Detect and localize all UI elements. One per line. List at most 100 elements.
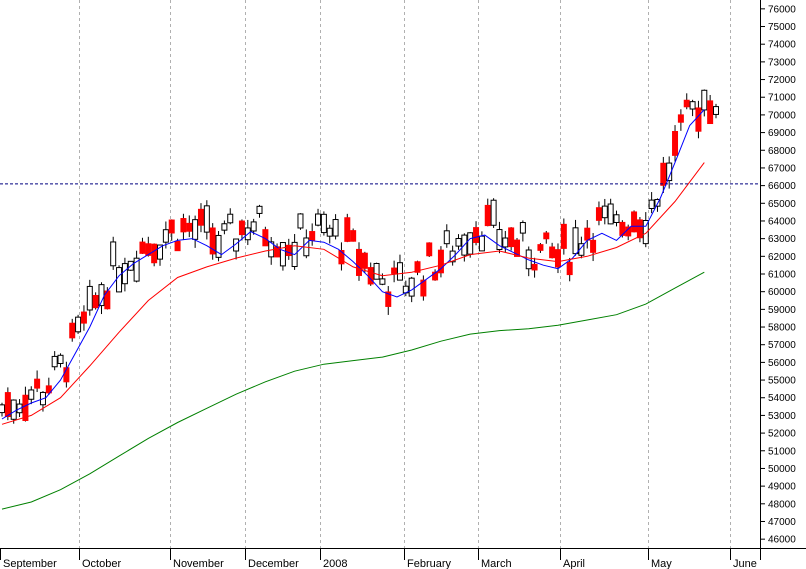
candle-up xyxy=(297,213,304,229)
candle-up xyxy=(227,213,234,224)
candle-up xyxy=(519,222,526,234)
candle-up xyxy=(713,106,719,115)
candle-down xyxy=(543,232,550,240)
candle-up xyxy=(613,214,620,223)
candle-down xyxy=(209,227,216,255)
candle-down xyxy=(4,392,11,418)
candle-up xyxy=(478,235,485,252)
candle-up xyxy=(332,219,339,237)
candle-down xyxy=(285,244,292,257)
y-tick-label: 51000 xyxy=(768,446,796,457)
candle-down xyxy=(672,131,679,156)
candle-up xyxy=(162,229,169,243)
x-tick-label: 2008 xyxy=(323,558,347,569)
candle-up xyxy=(373,262,380,280)
candle-up xyxy=(642,219,649,245)
candle-up xyxy=(455,238,462,247)
candle-up xyxy=(496,229,503,251)
y-tick-label: 62000 xyxy=(768,252,796,263)
candle-up xyxy=(648,199,655,210)
candle-down xyxy=(34,378,41,389)
candle-up xyxy=(449,250,456,263)
candle-up xyxy=(203,205,210,233)
candle-up xyxy=(320,213,327,234)
candle-up xyxy=(502,237,509,248)
x-tick-label: April xyxy=(563,558,585,569)
y-tick-label: 60000 xyxy=(768,287,796,298)
candle-up xyxy=(116,267,123,293)
candle-down xyxy=(80,311,87,324)
candle-down xyxy=(660,162,667,186)
x-tick-label: September xyxy=(3,558,57,569)
x-tick-label: June xyxy=(733,558,757,569)
candle-up xyxy=(689,101,696,110)
y-tick-label: 66000 xyxy=(768,181,796,192)
y-tick-label: 68000 xyxy=(768,146,796,157)
candle-up xyxy=(578,243,585,256)
candle-up xyxy=(192,219,199,240)
moving-average-2 xyxy=(1,162,705,425)
y-tick-label: 70000 xyxy=(768,110,796,121)
candle-up xyxy=(396,262,403,281)
candle-up xyxy=(490,199,497,226)
y-tick-label: 67000 xyxy=(768,163,796,174)
candle-down xyxy=(391,267,398,274)
candle-up xyxy=(572,227,579,255)
candle-down xyxy=(309,231,316,241)
candle-up xyxy=(279,242,286,267)
y-tick-label: 71000 xyxy=(768,93,796,104)
candle-down xyxy=(537,244,544,251)
candle-up xyxy=(379,278,386,285)
candle-up xyxy=(408,277,415,297)
y-tick-label: 52000 xyxy=(768,429,796,440)
candle-down xyxy=(584,227,591,241)
candle-up xyxy=(0,404,5,414)
candle-up xyxy=(121,263,128,285)
candle-down xyxy=(560,223,567,249)
candle-down xyxy=(238,220,245,236)
y-tick-label: 59000 xyxy=(768,305,796,316)
candle-up xyxy=(233,238,240,252)
candle-down xyxy=(549,246,556,259)
candle-up xyxy=(701,89,708,111)
y-tick-label: 74000 xyxy=(768,40,796,51)
candle-up xyxy=(601,205,608,219)
candle-up xyxy=(28,389,35,400)
candle-down xyxy=(361,252,368,269)
y-tick-label: 58000 xyxy=(768,323,796,334)
candle-down xyxy=(385,291,392,307)
y-tick-label: 53000 xyxy=(768,411,796,422)
candle-down xyxy=(151,243,158,264)
candle-down xyxy=(69,322,76,339)
vertical-gridlines xyxy=(79,0,731,548)
candle-up xyxy=(10,399,17,420)
candle-down xyxy=(677,114,684,123)
y-tick-label: 56000 xyxy=(768,358,796,369)
candle-down xyxy=(437,249,444,274)
candle-up xyxy=(215,234,222,258)
candle-up xyxy=(57,354,64,364)
y-tick-label: 48000 xyxy=(768,499,796,510)
candle-down xyxy=(197,208,204,226)
candle-up xyxy=(133,257,140,282)
candle-down xyxy=(631,211,638,233)
candle-down xyxy=(344,217,351,242)
candle-up xyxy=(443,230,450,245)
candle-down xyxy=(168,219,175,234)
candle-up xyxy=(250,221,257,232)
candle-down xyxy=(508,227,515,248)
moving-averages xyxy=(1,109,705,510)
candle-down xyxy=(139,241,146,254)
y-tick-label: 69000 xyxy=(768,128,796,139)
x-tick-label: October xyxy=(82,558,121,569)
y-tick-label: 65000 xyxy=(768,199,796,210)
y-tick-label: 64000 xyxy=(768,216,796,227)
x-axis-ticks: September October November December 2008 Febr… xyxy=(0,548,757,569)
y-tick-label: 75000 xyxy=(768,22,796,33)
candle-down xyxy=(554,249,561,268)
candle-up xyxy=(326,227,333,237)
candle-down xyxy=(566,261,573,276)
candle-down xyxy=(695,107,702,132)
candle-down xyxy=(636,219,643,239)
